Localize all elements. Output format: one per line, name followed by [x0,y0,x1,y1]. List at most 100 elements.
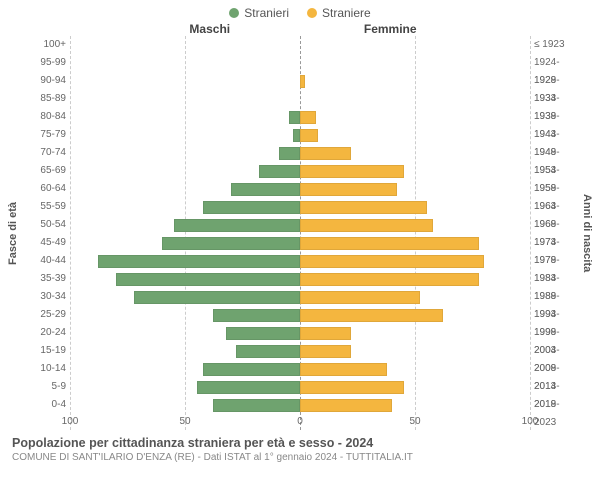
age-label: 90-94 [22,72,66,90]
bar-female [300,381,404,394]
chart-title: Popolazione per cittadinanza straniera p… [12,436,588,450]
bar-male [279,147,300,160]
age-label: 40-44 [22,252,66,270]
age-label: 5-9 [22,378,66,396]
x-tick: 100 [62,416,79,427]
age-label: 30-34 [22,288,66,306]
birth-year-label: 1929-1933 [534,72,578,90]
bar-female [300,327,351,340]
birth-year-label: 1964-1968 [534,198,578,216]
age-label: 100+ [22,36,66,54]
birth-year-label: 2004-2008 [534,342,578,360]
bar-row [70,54,530,72]
bar-female [300,273,479,286]
bar-row [70,216,530,234]
birth-year-label: 1954-1958 [534,162,578,180]
chart-area: Fasce di età 100+95-9990-9485-8980-8475-… [0,36,600,430]
birth-year-label: 1944-1948 [534,126,578,144]
legend-label-male: Stranieri [244,6,289,20]
bar-row [70,360,530,378]
bar-row [70,252,530,270]
bar-row [70,306,530,324]
x-tick: 50 [409,416,420,427]
age-label: 35-39 [22,270,66,288]
bar-row [70,288,530,306]
age-label: 60-64 [22,180,66,198]
birth-year-label: 1999-2003 [534,324,578,342]
birth-year-label: 2009-2013 [534,360,578,378]
age-label: 50-54 [22,216,66,234]
age-label: 20-24 [22,324,66,342]
age-label: 55-59 [22,198,66,216]
bar-female [300,75,305,88]
bar-male [174,219,301,232]
bar-male [259,165,300,178]
bar-male [203,201,300,214]
birth-year-label: 2014-2018 [534,378,578,396]
bar-female [300,291,420,304]
age-label: 75-79 [22,126,66,144]
bar-row [70,144,530,162]
bar-female [300,201,427,214]
age-label: 15-19 [22,342,66,360]
legend-swatch-male [229,8,239,18]
bar-male [197,381,301,394]
bar-female [300,345,351,358]
birth-year-label: 1924-1928 [534,54,578,72]
bar-male [116,273,300,286]
bar-male [98,255,300,268]
age-label: 80-84 [22,108,66,126]
bar-row [70,342,530,360]
bar-row [70,324,530,342]
bar-row [70,234,530,252]
legend-label-female: Straniere [322,6,371,20]
birth-year-label: 1939-1943 [534,108,578,126]
birth-year-label: 1979-1983 [534,252,578,270]
bar-male [134,291,300,304]
age-labels: 100+95-9990-9485-8980-8475-7970-7465-696… [22,36,70,430]
legend-item-male: Stranieri [229,6,289,20]
birth-year-label: 1969-1973 [534,216,578,234]
bar-male [213,309,300,322]
age-label: 70-74 [22,144,66,162]
age-label: 0-4 [22,396,66,414]
birth-year-label: 1934-1938 [534,90,578,108]
bar-row [70,36,530,54]
bar-row [70,378,530,396]
bar-female [300,219,433,232]
birth-year-label: ≤ 1923 [534,36,578,54]
bar-male [226,327,300,340]
bar-female [300,309,443,322]
legend-swatch-female [307,8,317,18]
age-label: 95-99 [22,54,66,72]
age-label: 85-89 [22,90,66,108]
chart-subtitle: COMUNE DI SANT'ILARIO D'ENZA (RE) - Dati… [12,452,588,463]
bar-rows [70,36,530,414]
bar-female [300,255,484,268]
header-male: Maschi [60,22,300,36]
x-axis-ticks: 10050050100 [70,414,530,430]
birth-year-label: 1994-1998 [534,306,578,324]
bar-row [70,162,530,180]
birth-year-label: 1989-1993 [534,288,578,306]
birth-year-label: 1974-1978 [534,234,578,252]
bar-female [300,147,351,160]
column-headers: Maschi Femmine [0,22,600,36]
legend: Stranieri Straniere [0,0,600,22]
bar-female [300,165,404,178]
chart-footer: Popolazione per cittadinanza straniera p… [0,430,600,463]
bar-row [70,126,530,144]
y-axis-label-left: Fasce di età [4,36,22,430]
bar-male [236,345,300,358]
age-label: 65-69 [22,162,66,180]
legend-item-female: Straniere [307,6,371,20]
age-label: 10-14 [22,360,66,378]
bar-female [300,111,316,124]
birth-year-label: 2019-2023 [534,396,578,414]
x-tick: 50 [179,416,190,427]
bar-row [70,198,530,216]
bar-female [300,129,318,142]
header-female: Femmine [300,22,540,36]
bar-male [203,363,300,376]
birth-year-label: 1984-1988 [534,270,578,288]
